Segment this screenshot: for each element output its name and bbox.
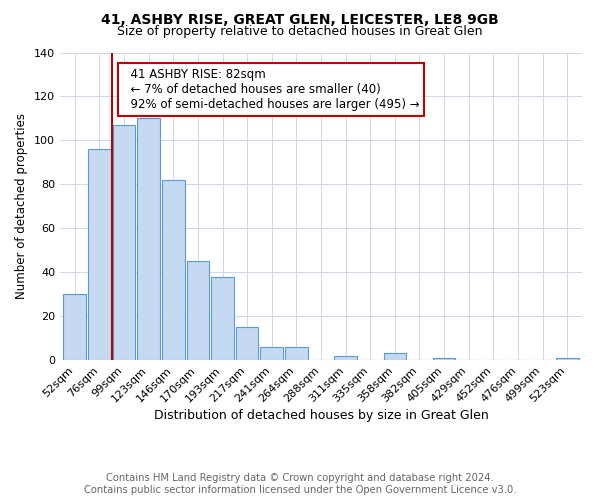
Text: Size of property relative to detached houses in Great Glen: Size of property relative to detached ho… — [117, 25, 483, 38]
Bar — [88, 149, 111, 360]
Bar — [334, 356, 357, 360]
Bar — [236, 327, 259, 360]
Bar — [211, 276, 234, 360]
Bar — [260, 347, 283, 360]
Bar — [556, 358, 578, 360]
Bar — [137, 118, 160, 360]
Y-axis label: Number of detached properties: Number of detached properties — [16, 114, 28, 299]
Bar — [285, 347, 308, 360]
Bar — [162, 180, 185, 360]
Bar — [113, 125, 136, 360]
Bar — [187, 261, 209, 360]
Text: 41, ASHBY RISE, GREAT GLEN, LEICESTER, LE8 9GB: 41, ASHBY RISE, GREAT GLEN, LEICESTER, L… — [101, 12, 499, 26]
Text: Contains HM Land Registry data © Crown copyright and database right 2024.
Contai: Contains HM Land Registry data © Crown c… — [84, 474, 516, 495]
Bar — [433, 358, 455, 360]
Bar — [383, 354, 406, 360]
Text: 41 ASHBY RISE: 82sqm
  ← 7% of detached houses are smaller (40)
  92% of semi-de: 41 ASHBY RISE: 82sqm ← 7% of detached ho… — [122, 68, 419, 111]
Bar — [64, 294, 86, 360]
X-axis label: Distribution of detached houses by size in Great Glen: Distribution of detached houses by size … — [154, 410, 488, 422]
